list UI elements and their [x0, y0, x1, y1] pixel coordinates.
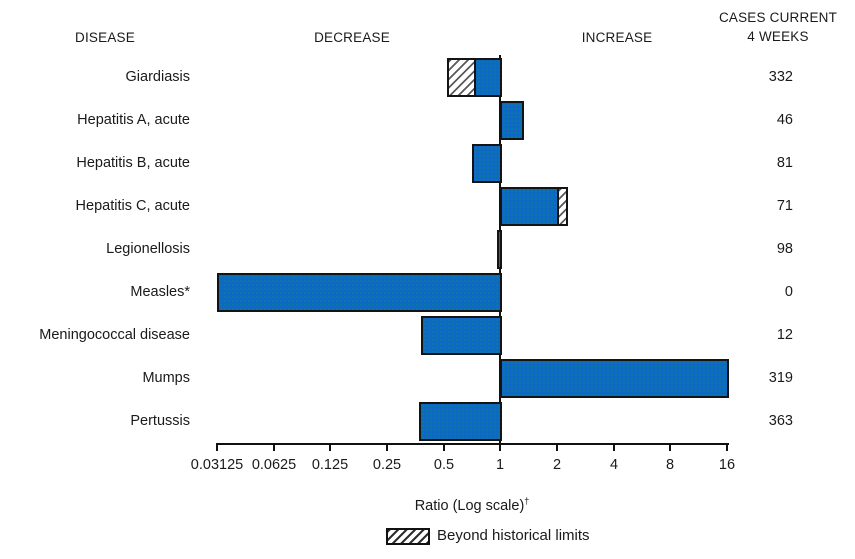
x-axis-tick-label: 16 — [718, 457, 736, 473]
x-axis-tick-label: 0.5 — [433, 457, 455, 473]
x-axis-tick-label: 2 — [552, 457, 562, 473]
x-axis-title: Ratio (Log scale)† — [322, 492, 622, 514]
cases-value: 46 — [776, 112, 793, 128]
ratio-bar — [217, 273, 502, 312]
x-axis-tick — [499, 443, 501, 451]
beyond-historical-limits-segment — [557, 189, 566, 224]
cases-value: 0 — [784, 284, 793, 300]
disease-label: Giardiasis — [125, 69, 190, 85]
x-axis-line — [217, 443, 729, 445]
x-axis-tick — [556, 443, 558, 451]
x-axis-tick — [443, 443, 445, 451]
beyond-historical-limits-segment — [449, 60, 476, 95]
cases-value: 363 — [768, 413, 793, 429]
disease-label: Hepatitis A, acute — [77, 112, 190, 128]
column-header-cases-line1: CASES CURRENT — [718, 10, 838, 25]
column-header-disease: DISEASE — [75, 30, 135, 45]
disease-label: Pertussis — [130, 413, 190, 429]
x-axis-tick-label: 1 — [495, 457, 505, 473]
cases-value: 71 — [776, 198, 793, 214]
legend-label: Beyond historical limits — [437, 527, 590, 544]
x-axis-tick — [273, 443, 275, 451]
cases-value: 12 — [776, 327, 793, 343]
disease-label: Meningococcal disease — [39, 327, 190, 343]
ratio-bar — [419, 402, 502, 441]
x-axis-tick-label: 0.25 — [372, 457, 402, 473]
x-axis-tick-label: 0.03125 — [190, 457, 244, 473]
ratio-bar — [447, 58, 502, 97]
disease-label: Hepatitis B, acute — [76, 155, 190, 171]
x-axis-tick — [726, 443, 728, 451]
ratio-bar — [500, 101, 524, 140]
disease-label: Mumps — [142, 370, 190, 386]
column-header-increase: INCREASE — [581, 30, 653, 45]
x-axis-tick — [216, 443, 218, 451]
beyond-historical-limits-swatch — [386, 527, 430, 545]
cases-value: 81 — [776, 155, 793, 171]
ratio-bar — [500, 187, 568, 226]
x-axis-tick-label: 0.125 — [311, 457, 349, 473]
cases-value: 332 — [768, 69, 793, 85]
legend: Beyond historical limits — [386, 526, 590, 546]
disease-label: Legionellosis — [106, 241, 190, 257]
x-axis-tick — [329, 443, 331, 451]
column-header-cases: CASES CURRENT 4 WEEKS — [698, 8, 855, 46]
ratio-bar — [421, 316, 502, 355]
ratio-bar — [497, 230, 502, 269]
x-axis-tick — [613, 443, 615, 451]
disease-label: Measles* — [130, 284, 190, 300]
x-axis-title-text: Ratio (Log scale) — [414, 497, 525, 514]
ratio-bar — [500, 359, 729, 398]
x-axis-tick-label: 4 — [609, 457, 619, 473]
cases-value: 319 — [768, 370, 793, 386]
x-axis-tick — [669, 443, 671, 451]
x-axis-tick-label: 8 — [665, 457, 675, 473]
disease-label: Hepatitis C, acute — [75, 198, 190, 214]
x-axis-tick-label: 0.0625 — [251, 457, 297, 473]
cases-value: 98 — [776, 241, 793, 257]
x-axis-title-dagger: † — [524, 496, 530, 506]
column-header-decrease: DECREASE — [314, 30, 390, 45]
ratio-bar — [472, 144, 502, 183]
x-axis-tick — [386, 443, 388, 451]
column-header-cases-line2: 4 WEEKS — [747, 29, 809, 44]
